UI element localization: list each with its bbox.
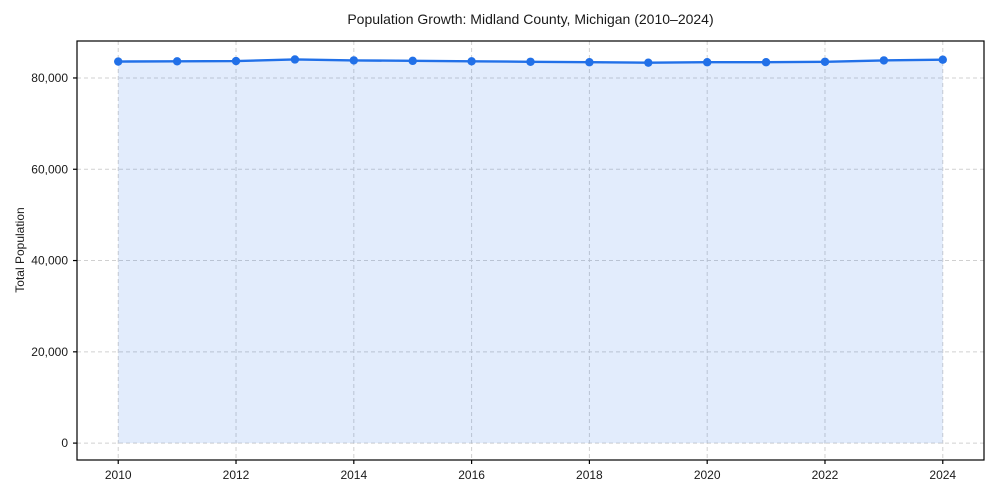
x-tick-label: 2022: [812, 468, 839, 482]
data-point: [879, 56, 889, 65]
x-tick-label: 2016: [458, 468, 485, 482]
data-point: [290, 55, 300, 64]
data-point: [585, 58, 594, 67]
x-tick-label: 2024: [929, 468, 956, 482]
data-point: [231, 56, 241, 66]
plot-border: [76, 40, 985, 461]
y-tick-label: 0: [61, 436, 68, 450]
data-point: [644, 58, 653, 67]
data-point: [526, 57, 535, 66]
x-tick-label: 2010: [105, 468, 132, 482]
data-point: [408, 56, 417, 66]
data-point: [114, 57, 123, 66]
area-fill: [118, 59, 943, 444]
x-tick-label: 2014: [340, 468, 367, 482]
y-tick-label: 20,000: [31, 345, 68, 359]
data-point: [702, 58, 712, 67]
data-point: [467, 57, 476, 66]
data-point: [349, 56, 359, 65]
x-tick-label: 2020: [694, 468, 721, 482]
data-point: [172, 57, 182, 66]
data-point: [938, 55, 947, 64]
data-point: [761, 58, 771, 67]
y-tick-label: 60,000: [31, 162, 68, 176]
x-tick-label: 2018: [576, 468, 603, 482]
y-tick-label: 40,000: [31, 254, 68, 268]
x-tick-label: 2012: [223, 468, 250, 482]
y-tick-label: 80,000: [31, 71, 68, 85]
chart-title: Population Growth: Midland County, Michi…: [347, 11, 714, 27]
data-point: [820, 57, 830, 66]
